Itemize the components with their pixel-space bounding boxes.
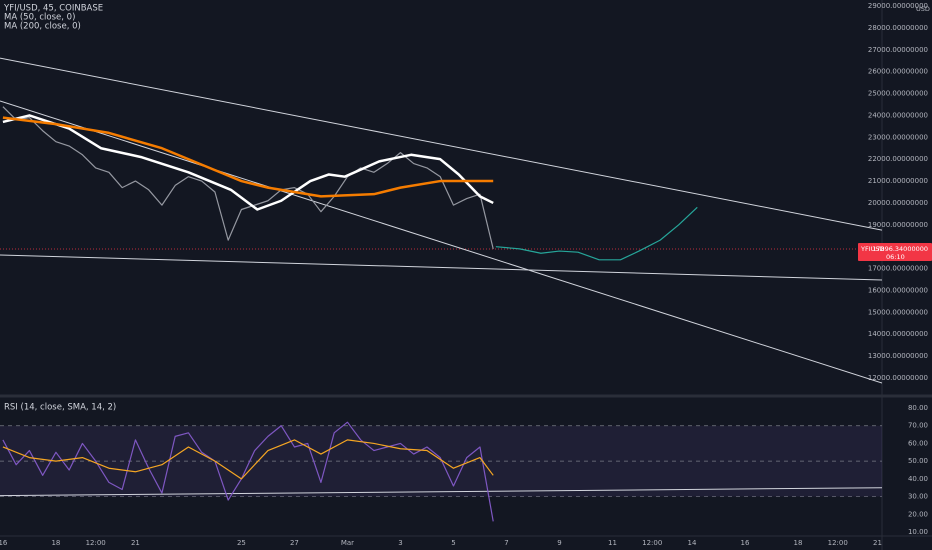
x-tick-label: 25	[237, 539, 246, 547]
last-price-label: 17896.34000000	[872, 245, 928, 253]
y-tick-label: 14000.00000000	[868, 330, 928, 338]
x-tick-label: 12:00	[642, 539, 662, 547]
legend-title: YFI/USD, 45, COINBASE	[3, 4, 103, 14]
x-tick-label: 3	[398, 539, 402, 547]
y-tick-label: 15000.00000000	[868, 308, 928, 316]
x-tick-label: 16	[0, 539, 8, 547]
countdown: 06:10	[886, 253, 905, 261]
x-tick-label: 14	[688, 539, 697, 547]
x-tick-label: 12:00	[86, 539, 106, 547]
y-tick-label: 24000.00000000	[868, 111, 928, 119]
trendline	[0, 487, 882, 497]
y-unit: USD	[916, 5, 930, 13]
series-line	[2, 106, 494, 250]
trendline	[0, 100, 882, 384]
y-tick-label: 12000.00000000	[868, 374, 928, 382]
y-tick-label: 20000.00000000	[868, 199, 928, 207]
x-tick-label: 27	[290, 539, 299, 547]
x-tick-label: 7	[504, 539, 508, 547]
y-tick-label: 22000.00000000	[868, 155, 928, 163]
legend-entry: MA (200, close, 0)	[4, 22, 81, 32]
symbol-label: YFIUSD	[860, 245, 885, 253]
x-tick-label: 12:00	[828, 539, 848, 547]
x-tick-label: 11	[608, 539, 617, 547]
x-tick-label: 16	[741, 539, 750, 547]
x-tick-label: 9	[557, 539, 561, 547]
plot	[0, 57, 882, 384]
x-tick-label: 18	[794, 539, 803, 547]
y-tick-label: 40.00	[908, 475, 928, 483]
x-tick-label: 21	[873, 539, 882, 547]
y-tick-label: 26000.00000000	[868, 68, 928, 76]
y-tick-label: 50.00	[908, 457, 928, 465]
y-tick-label: 70.00	[908, 422, 928, 430]
last-price-box	[858, 242, 932, 261]
y-tick-label: 80.00	[908, 404, 928, 412]
y-tick-label: 13000.00000000	[868, 352, 928, 360]
legend-title: RSI (14, close, SMA, 14, 2)	[4, 403, 116, 413]
x-tick-label: 5	[451, 539, 455, 547]
ma-line	[2, 114, 494, 211]
y-tick-label: 17000.00000000	[868, 265, 928, 273]
plot	[0, 421, 882, 522]
trendline	[0, 57, 882, 231]
series-line	[2, 439, 494, 480]
y-tick-label: 19000.00000000	[868, 221, 928, 229]
y-tick-label: 60.00	[908, 439, 928, 447]
x-tick-label: 21	[131, 539, 140, 547]
y-tick-label: 28000.00000000	[868, 24, 928, 32]
y-tick-label: 30.00	[908, 493, 928, 501]
y-tick-label: 29000.00000000	[868, 2, 928, 10]
x-tick-label: 18	[51, 539, 60, 547]
series-line	[495, 206, 698, 261]
y-tick-label: 21000.00000000	[868, 177, 928, 185]
y-tick-label: 10.00	[908, 528, 928, 536]
legend-entry: MA (50, close, 0)	[4, 13, 75, 23]
x-tick-label: Mar	[341, 539, 354, 547]
y-tick-label: 27000.00000000	[868, 46, 928, 54]
y-tick-label: 20.00	[908, 510, 928, 518]
y-tick-label: 25000.00000000	[868, 90, 928, 98]
y-tick-label: 23000.00000000	[868, 133, 928, 141]
series-line	[2, 421, 494, 522]
y-tick-label: 16000.00000000	[868, 286, 928, 294]
trendline	[0, 254, 882, 281]
ma-line	[2, 116, 494, 198]
